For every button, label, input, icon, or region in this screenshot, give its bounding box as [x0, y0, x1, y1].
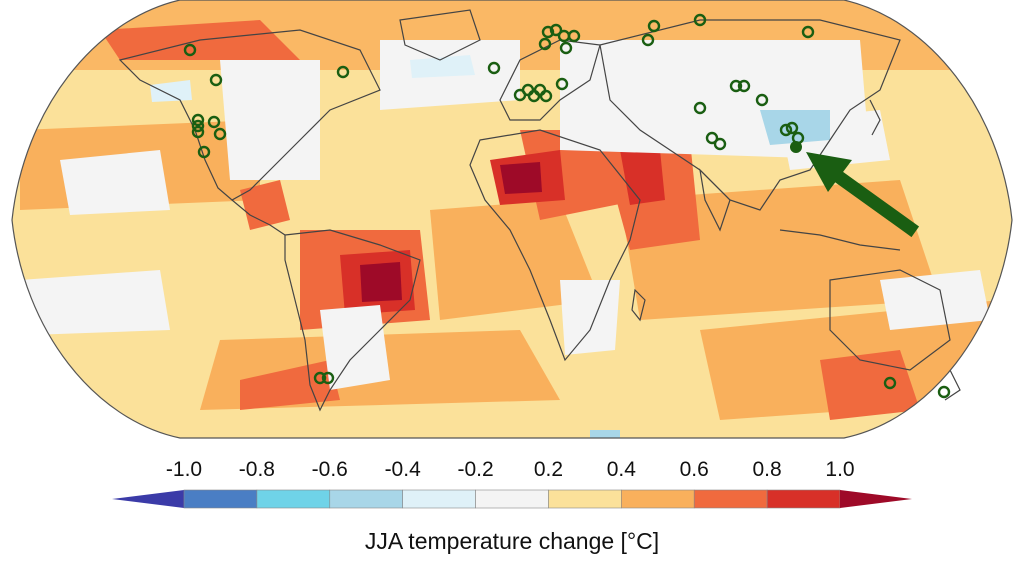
colorbar-tick-label: 0.6	[680, 458, 709, 481]
station-marker	[313, 371, 327, 385]
colorbar-title: JJA temperature change [°C]	[364, 528, 660, 554]
colorbar-tick-label: 0.8	[753, 458, 782, 481]
station-marker	[567, 29, 581, 43]
station-marker	[191, 125, 205, 139]
station-marker	[197, 145, 211, 159]
highlighted-station-marker	[790, 141, 802, 153]
station-marker	[539, 89, 553, 103]
station-marker	[336, 65, 350, 79]
station-marker	[785, 121, 799, 135]
station-marker	[191, 113, 205, 127]
station-marker	[693, 101, 707, 115]
station-marker	[209, 73, 223, 87]
colorbar-segment	[256, 489, 331, 509]
station-marker	[555, 77, 569, 91]
coastlines	[118, 9, 961, 412]
colorbar-segment	[693, 489, 768, 509]
station-marker	[559, 41, 573, 55]
station-marker	[755, 93, 769, 107]
temperature-field	[12, 0, 1012, 438]
station-marker	[801, 25, 815, 39]
colorbar-tick-label: -0.8	[239, 458, 275, 481]
station-marker	[183, 43, 197, 57]
colorbar-segment	[766, 489, 841, 509]
station-markers	[183, 13, 951, 399]
station-marker	[641, 33, 655, 47]
colorbar-segment	[475, 489, 549, 509]
station-marker	[737, 79, 751, 93]
station-marker	[705, 131, 719, 145]
station-marker	[513, 88, 527, 102]
station-marker	[647, 19, 661, 33]
colorbar-tick-label: -0.2	[457, 458, 493, 481]
colorbar: -1.0 -0.8 -0.6 -0.4 -0.2 0.2 0.4 0.6 0.8 1.0	[112, 458, 912, 509]
world-temperature-map	[11, 0, 1013, 439]
colorbar-extend-high	[840, 490, 912, 508]
station-marker	[487, 61, 501, 75]
colorbar-extend-low	[112, 490, 184, 508]
station-marker	[883, 376, 897, 390]
station-marker	[191, 119, 205, 133]
colorbar-segment	[183, 489, 258, 509]
station-marker	[321, 371, 335, 385]
station-marker	[937, 385, 951, 399]
highlight-arrow	[806, 152, 920, 238]
station-marker	[549, 23, 563, 37]
colorbar-segment	[329, 489, 403, 509]
colorbar-segment	[621, 489, 695, 509]
station-marker	[779, 123, 793, 137]
colorbar-tick-label: 0.4	[607, 458, 637, 481]
station-marker	[729, 79, 743, 93]
station-marker	[693, 13, 707, 27]
colorbar-tick-label: -0.4	[385, 458, 422, 481]
colorbar-tick-label: 1.0	[825, 458, 854, 481]
station-marker	[207, 115, 221, 129]
station-marker	[541, 25, 555, 39]
colorbar-tick-label: 0.2	[534, 458, 563, 481]
colorbar-tick-label: -1.0	[166, 458, 202, 481]
colorbar-segment	[402, 489, 476, 509]
station-marker	[713, 137, 727, 151]
colorbar-tick-label: -0.6	[312, 458, 348, 481]
station-marker	[538, 37, 552, 51]
map-border	[11, 0, 1013, 439]
station-marker	[213, 127, 227, 141]
colorbar-segment	[548, 489, 622, 509]
